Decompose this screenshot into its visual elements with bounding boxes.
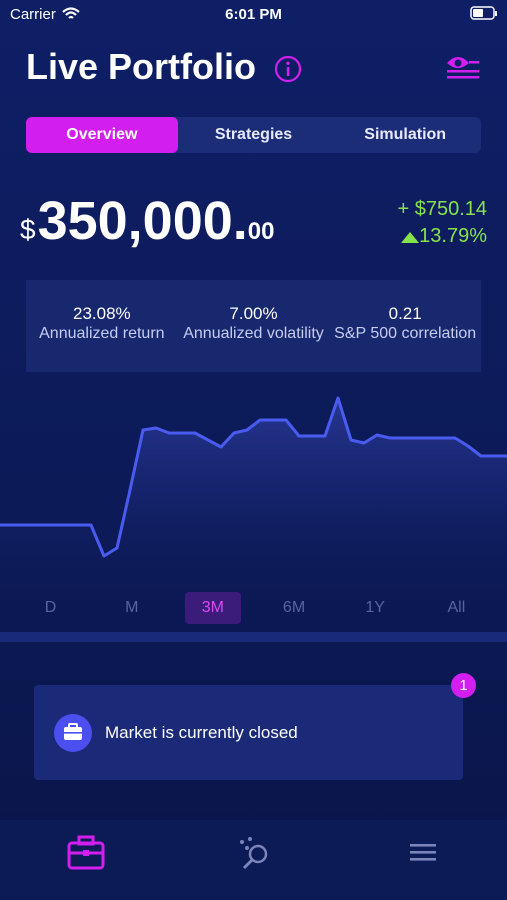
range-selector: D M 3M 6M 1Y All <box>0 592 507 624</box>
balance-cents: 00 <box>247 218 275 245</box>
stats-panel: 23.08% Annualized return 7.00% Annualized v… <box>26 280 481 372</box>
divider <box>0 632 507 642</box>
carrier: Carrier <box>10 6 56 23</box>
clock: 6:01 PM <box>225 6 282 23</box>
tab-bar: Overview Strategies Simulation <box>26 117 481 153</box>
up-arrow <box>401 231 420 243</box>
change-percent-row: 13.79% <box>401 225 487 248</box>
stat-value: 7.00% <box>229 304 278 323</box>
range-option[interactable]: 6M <box>282 599 306 616</box>
range-option[interactable]: D <box>44 599 57 616</box>
stat: 7.00% Annualized volatility <box>178 280 330 372</box>
line <box>0 396 507 558</box>
area-fill <box>0 398 507 592</box>
stat: 0.21 S&P 500 correlation <box>329 280 481 372</box>
range-option[interactable]: All <box>447 599 466 616</box>
stat-label: Annualized return <box>39 325 165 342</box>
change-percent: 13.79% <box>419 225 487 247</box>
menu-tab[interactable] <box>410 842 438 864</box>
notification-card[interactable]: Market is currently closed <box>34 685 463 780</box>
explore-tab[interactable] <box>238 836 274 872</box>
portfolio-tab[interactable] <box>67 835 105 871</box>
visibility-button[interactable] <box>445 53 481 83</box>
wifi-icon <box>62 7 80 19</box>
notification-badge: 1 <box>451 673 476 698</box>
currency-symbol: $ <box>20 214 36 245</box>
tab[interactable]: Strategies <box>214 126 293 143</box>
change-amount: + $750.14 <box>397 198 487 220</box>
bottom-nav <box>0 820 507 900</box>
portfolio-chart <box>0 396 507 592</box>
tab[interactable]: Overview <box>26 117 178 153</box>
info-button[interactable] <box>274 55 302 83</box>
balance: $ 350,000. 00 <box>20 190 274 252</box>
stat-label: Annualized volatility <box>183 325 324 342</box>
stat-value: 0.21 <box>388 304 422 323</box>
stat-label: S&P 500 correlation <box>334 325 477 342</box>
range-option[interactable]: 1Y <box>365 599 385 616</box>
tab[interactable]: Simulation <box>364 126 447 143</box>
balance-whole: 350,000. <box>37 191 248 251</box>
stat: 23.08% Annualized return <box>26 280 178 372</box>
battery-icon <box>470 6 497 20</box>
briefcase-icon <box>54 714 92 752</box>
range-option[interactable]: M <box>125 599 139 616</box>
stat-value: 23.08% <box>73 304 131 323</box>
notification-text: Market is currently closed <box>105 723 298 742</box>
page-title: Live Portfolio <box>26 46 257 87</box>
range-option[interactable]: 3M <box>184 592 241 624</box>
